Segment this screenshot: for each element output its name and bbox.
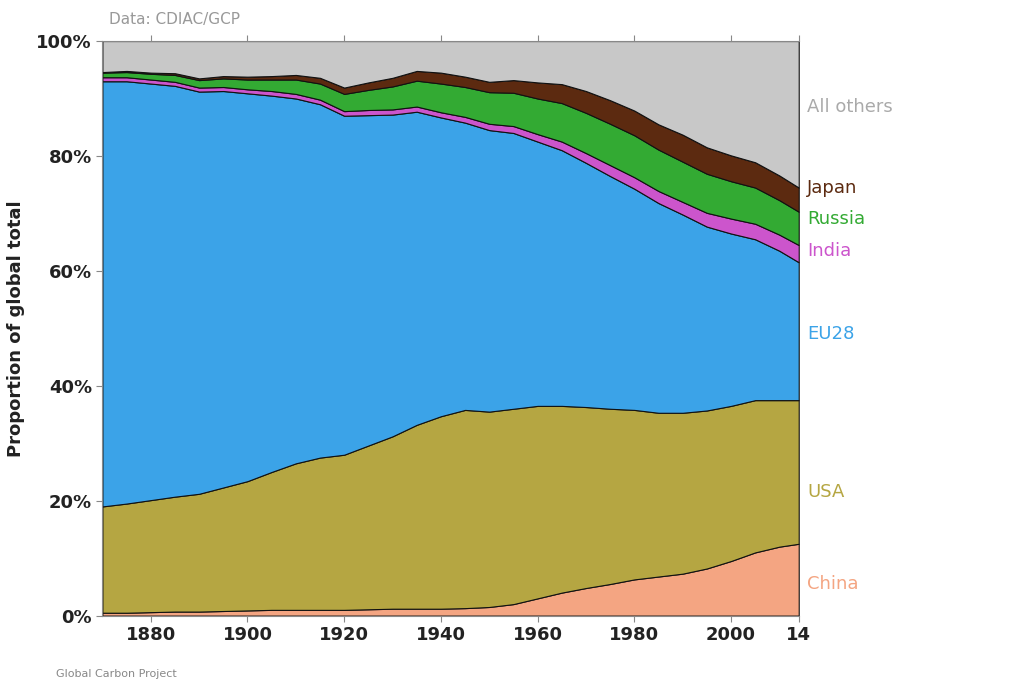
Text: All others: All others (807, 98, 893, 116)
Text: USA: USA (807, 483, 845, 501)
Text: Global Carbon Project: Global Carbon Project (56, 669, 177, 679)
Text: Data: CDIAC/GCP: Data: CDIAC/GCP (110, 12, 241, 27)
Text: India: India (807, 241, 851, 260)
Text: China: China (807, 575, 858, 593)
Text: EU28: EU28 (807, 325, 854, 343)
Text: Japan: Japan (807, 179, 857, 196)
Text: Russia: Russia (807, 210, 865, 228)
Y-axis label: Proportion of global total: Proportion of global total (7, 200, 26, 457)
